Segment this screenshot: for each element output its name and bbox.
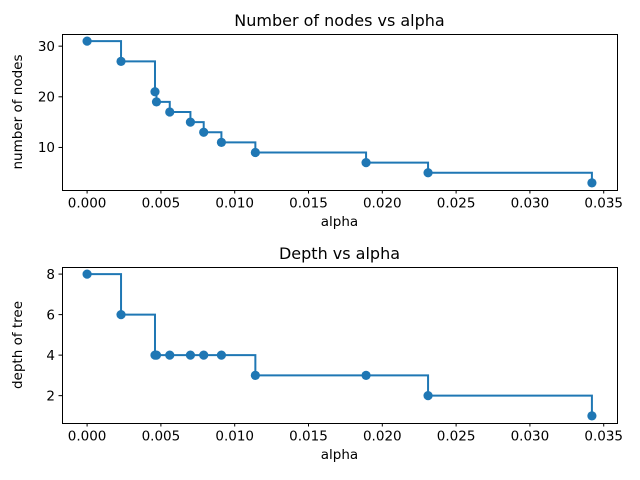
data-point xyxy=(587,411,597,421)
x-tick-label: 0.035 xyxy=(584,429,623,445)
chart-title: Number of nodes vs alpha xyxy=(234,11,444,30)
y-tick-label: 4 xyxy=(46,348,55,364)
data-point xyxy=(82,269,92,279)
data-point xyxy=(151,350,162,360)
data-point xyxy=(199,350,209,360)
data-point xyxy=(250,370,260,380)
data-point xyxy=(199,127,209,137)
subplot-0: 0.000 0.005 0.010 0.015 0.020 0.025 0.030 0.035… xyxy=(10,11,623,230)
data-point xyxy=(361,370,371,380)
data-point xyxy=(82,36,92,46)
x-tick-label: 0.035 xyxy=(584,196,623,212)
y-tick-label: 6 xyxy=(46,307,55,323)
x-tick-label: 0.005 xyxy=(142,429,181,445)
data-point xyxy=(587,178,597,188)
data-point xyxy=(165,350,175,360)
x-tick-label: 0.000 xyxy=(68,196,107,212)
plot-frame xyxy=(62,34,618,191)
x-axis-label: alpha xyxy=(321,447,358,463)
data-point xyxy=(361,158,371,168)
data-point xyxy=(423,168,433,178)
y-tick-label: 10 xyxy=(38,140,55,156)
x-tick-label: 0.015 xyxy=(289,196,328,212)
x-tick-label: 0.015 xyxy=(289,429,328,445)
data-point xyxy=(151,97,162,107)
plot-frame xyxy=(62,267,618,424)
y-tick-label: 8 xyxy=(46,267,55,283)
y-tick-label: 20 xyxy=(38,90,55,106)
y-tick-label: 2 xyxy=(46,388,55,404)
x-tick-label: 0.030 xyxy=(511,196,550,212)
x-axis-label: alpha xyxy=(321,214,358,230)
data-point xyxy=(185,117,196,127)
data-point xyxy=(216,350,227,360)
y-axis-label: number of nodes xyxy=(10,54,26,169)
data-point xyxy=(165,107,175,117)
data-point xyxy=(150,87,160,97)
x-tick-label: 0.020 xyxy=(363,196,402,212)
step-line xyxy=(87,273,593,416)
chart-title: Depth vs alpha xyxy=(279,244,400,263)
x-tick-label: 0.010 xyxy=(215,196,254,212)
x-tick-label: 0.025 xyxy=(437,429,476,445)
x-tick-label: 0.000 xyxy=(68,429,107,445)
x-tick-label: 0.020 xyxy=(363,429,402,445)
x-tick-label: 0.010 xyxy=(215,429,254,445)
subplot-1: 0.000 0.005 0.010 0.015 0.020 0.025 0.030 0.035… xyxy=(10,244,623,463)
data-point xyxy=(423,391,433,401)
data-point xyxy=(116,56,126,66)
data-point xyxy=(185,350,196,360)
x-tick-label: 0.025 xyxy=(437,196,476,212)
x-tick-label: 0.005 xyxy=(142,196,181,212)
x-tick-label: 0.030 xyxy=(511,429,550,445)
data-point xyxy=(250,147,260,158)
y-tick-label: 30 xyxy=(38,39,55,55)
data-point xyxy=(216,137,227,147)
step-line xyxy=(87,40,593,183)
data-point xyxy=(116,310,126,320)
y-axis-label: depth of tree xyxy=(10,301,26,389)
